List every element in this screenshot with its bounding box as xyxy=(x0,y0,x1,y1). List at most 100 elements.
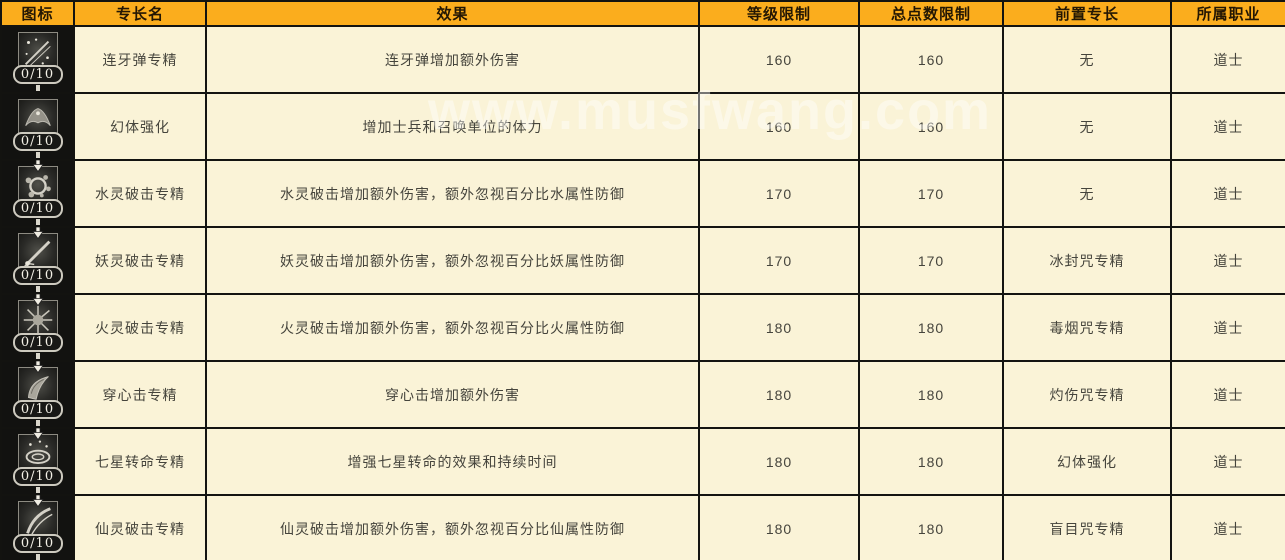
header-cell-0: 图标 xyxy=(0,0,75,27)
prereq-cell: 无 xyxy=(1002,159,1172,228)
effect-cell: 仙灵破击增加额外伤害，额外忽视百分比仙属性防御 xyxy=(205,494,700,560)
header-cell-3: 等级限制 xyxy=(698,0,860,27)
table-row: 0/10 妖灵破击专精 妖灵破击增加额外伤害，额外忽视百分比妖属性防御 170 … xyxy=(0,226,1285,295)
skill-icon-tile: 0/10 xyxy=(9,427,67,493)
skill-points-badge: 0/10 xyxy=(12,467,63,486)
skill-icon-cell: 0/10 xyxy=(0,92,75,161)
skill-icon-tile: 0/10 xyxy=(9,28,67,91)
level-limit-cell: 180 xyxy=(698,293,860,362)
connector-tick-icon xyxy=(35,219,40,225)
arrow-down-icon xyxy=(31,360,44,374)
prereq-cell: 幻体强化 xyxy=(1002,427,1172,496)
points-limit-cell: 180 xyxy=(858,360,1004,429)
points-limit-cell: 160 xyxy=(858,92,1004,161)
skill-icon-tile: 0/10 xyxy=(9,226,67,292)
effect-cell: 增强七星转命的效果和持续时间 xyxy=(205,427,700,496)
skill-name-cell: 七星转命专精 xyxy=(73,427,207,496)
header-cell-6: 所属职业 xyxy=(1170,0,1285,27)
points-limit-cell: 180 xyxy=(858,293,1004,362)
job-cell: 道士 xyxy=(1170,360,1285,429)
skill-points-badge: 0/10 xyxy=(12,65,63,84)
skill-name-cell: 幻体强化 xyxy=(73,92,207,161)
header-cell-1: 专长名 xyxy=(73,0,207,27)
level-limit-cell: 160 xyxy=(698,92,860,161)
table-row: 0/10 七星转命专精 增强七星转命的效果和持续时间 180 180 幻体强化 … xyxy=(0,427,1285,496)
skill-points-badge: 0/10 xyxy=(12,333,63,352)
prereq-cell: 冰封咒专精 xyxy=(1002,226,1172,295)
level-limit-cell: 180 xyxy=(698,427,860,496)
table-row: 0/10 火灵破击专精 火灵破击增加额外伤害，额外忽视百分比火属性防御 180 … xyxy=(0,293,1285,362)
prereq-cell: 灼伤咒专精 xyxy=(1002,360,1172,429)
skill-icon-cell: 0/10 xyxy=(0,494,75,560)
skill-points-badge: 0/10 xyxy=(12,132,63,151)
effect-cell: 火灵破击增加额外伤害，额外忽视百分比火属性防御 xyxy=(205,293,700,362)
connector-tick-icon xyxy=(35,85,40,91)
skill-name-cell: 水灵破击专精 xyxy=(73,159,207,228)
points-limit-cell: 160 xyxy=(858,25,1004,94)
skill-icon-cell: 0/10 xyxy=(0,360,75,429)
table-row: 0/10 水灵破击专精 水灵破击增加额外伤害，额外忽视百分比水属性防御 170 … xyxy=(0,159,1285,228)
prereq-cell: 毒烟咒专精 xyxy=(1002,293,1172,362)
arrow-down-icon xyxy=(31,427,44,441)
skill-name-cell: 连牙弹专精 xyxy=(73,25,207,94)
skill-icon-cell: 0/10 xyxy=(0,159,75,228)
skill-icon-cell: 0/10 xyxy=(0,293,75,362)
header-cell-2: 效果 xyxy=(205,0,700,27)
table-row: 0/10 幻体强化 增加士兵和召唤单位的体力 160 160 无 道士 xyxy=(0,92,1285,161)
points-limit-cell: 170 xyxy=(858,159,1004,228)
job-cell: 道士 xyxy=(1170,25,1285,94)
level-limit-cell: 170 xyxy=(698,226,860,295)
job-cell: 道士 xyxy=(1170,159,1285,228)
effect-cell: 水灵破击增加额外伤害，额外忽视百分比水属性防御 xyxy=(205,159,700,228)
effect-cell: 妖灵破击增加额外伤害，额外忽视百分比妖属性防御 xyxy=(205,226,700,295)
arrow-down-icon xyxy=(31,226,44,240)
connector-tick-icon xyxy=(35,487,40,493)
prereq-cell: 无 xyxy=(1002,25,1172,94)
level-limit-cell: 160 xyxy=(698,25,860,94)
arrow-down-icon xyxy=(31,494,44,508)
table-row: 0/10 连牙弹专精 连牙弹增加额外伤害 160 160 无 道士 xyxy=(0,25,1285,94)
job-cell: 道士 xyxy=(1170,226,1285,295)
skill-icon-tile: 0/10 xyxy=(9,293,67,359)
level-limit-cell: 180 xyxy=(698,494,860,560)
skill-name-cell: 妖灵破击专精 xyxy=(73,226,207,295)
points-limit-cell: 180 xyxy=(858,427,1004,496)
connector-tick-icon xyxy=(35,286,40,292)
skill-icon-cell: 0/10 xyxy=(0,25,75,94)
arrow-down-icon xyxy=(31,159,44,173)
level-limit-cell: 180 xyxy=(698,360,860,429)
skill-name-cell: 穿心击专精 xyxy=(73,360,207,429)
prereq-cell: 盲目咒专精 xyxy=(1002,494,1172,560)
connector-tick-icon xyxy=(35,420,40,426)
skill-points-badge: 0/10 xyxy=(12,266,63,285)
prereq-cell: 无 xyxy=(1002,92,1172,161)
skill-name-cell: 火灵破击专精 xyxy=(73,293,207,362)
skill-icon-tile: 0/10 xyxy=(9,95,67,158)
skill-icon-tile: 0/10 xyxy=(9,159,67,225)
connector-tick-icon xyxy=(35,152,40,158)
skill-points-badge: 0/10 xyxy=(12,400,63,419)
connector-tick-icon xyxy=(35,554,40,560)
skill-icon-cell: 0/10 xyxy=(0,427,75,496)
skill-name-cell: 仙灵破击专精 xyxy=(73,494,207,560)
points-limit-cell: 180 xyxy=(858,494,1004,560)
header-row: 图标 专长名 效果 等级限制 总点数限制 前置专长 所属职业 xyxy=(0,0,1285,27)
skill-points-badge: 0/10 xyxy=(12,534,63,553)
skill-icon-tile: 0/10 xyxy=(9,360,67,426)
skill-icon-tile: 0/10 xyxy=(9,494,67,560)
job-cell: 道士 xyxy=(1170,293,1285,362)
points-limit-cell: 170 xyxy=(858,226,1004,295)
job-cell: 道士 xyxy=(1170,427,1285,496)
connector-tick-icon xyxy=(35,353,40,359)
level-limit-cell: 170 xyxy=(698,159,860,228)
skill-points-badge: 0/10 xyxy=(12,199,63,218)
effect-cell: 增加士兵和召唤单位的体力 xyxy=(205,92,700,161)
arrow-down-icon xyxy=(31,293,44,307)
effect-cell: 连牙弹增加额外伤害 xyxy=(205,25,700,94)
job-cell: 道士 xyxy=(1170,494,1285,560)
table-body: 0/10 连牙弹专精 连牙弹增加额外伤害 160 160 无 道士 0/10 xyxy=(0,25,1285,560)
effect-cell: 穿心击增加额外伤害 xyxy=(205,360,700,429)
table-row: 0/10 穿心击专精 穿心击增加额外伤害 180 180 灼伤咒专精 道士 xyxy=(0,360,1285,429)
